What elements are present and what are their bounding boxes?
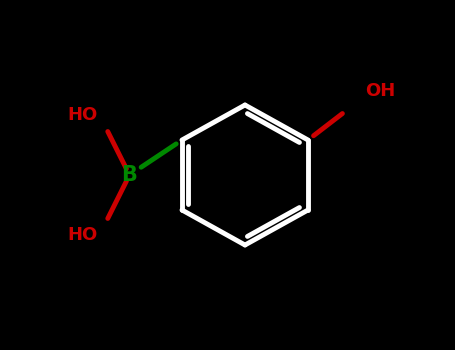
Text: HO: HO xyxy=(67,106,97,125)
Text: HO: HO xyxy=(67,225,97,244)
Text: B: B xyxy=(121,165,137,185)
Text: OH: OH xyxy=(364,82,395,100)
